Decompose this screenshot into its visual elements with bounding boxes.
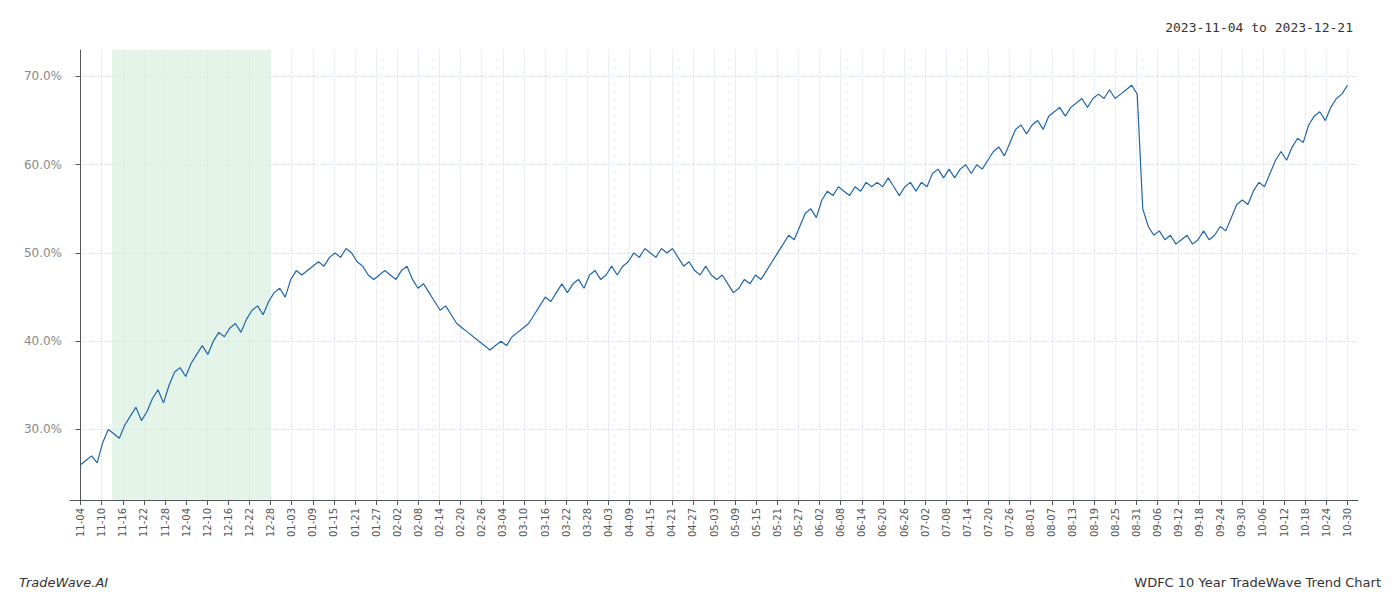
svg-text:01-15: 01-15 xyxy=(328,508,339,537)
svg-text:04-21: 04-21 xyxy=(666,508,677,537)
svg-text:11-10: 11-10 xyxy=(96,508,107,537)
svg-text:02-14: 02-14 xyxy=(434,508,445,537)
svg-text:40.0%: 40.0% xyxy=(24,334,62,348)
svg-text:09-18: 09-18 xyxy=(1194,508,1205,537)
svg-text:11-22: 11-22 xyxy=(138,508,149,537)
svg-text:12-16: 12-16 xyxy=(223,508,234,537)
svg-text:02-02: 02-02 xyxy=(392,508,403,537)
svg-text:03-16: 03-16 xyxy=(540,508,551,537)
svg-text:06-20: 06-20 xyxy=(877,508,888,537)
svg-text:05-03: 05-03 xyxy=(709,508,720,537)
svg-text:30.0%: 30.0% xyxy=(24,422,62,436)
svg-text:09-12: 09-12 xyxy=(1173,508,1184,537)
svg-text:04-09: 04-09 xyxy=(624,508,635,537)
svg-text:06-08: 06-08 xyxy=(835,508,846,537)
svg-text:10-12: 10-12 xyxy=(1279,508,1290,537)
svg-text:01-09: 01-09 xyxy=(307,508,318,537)
svg-text:08-31: 08-31 xyxy=(1131,508,1142,537)
svg-text:06-26: 06-26 xyxy=(899,508,910,537)
svg-text:07-08: 07-08 xyxy=(941,508,952,537)
svg-text:09-24: 09-24 xyxy=(1215,508,1226,537)
svg-text:01-27: 01-27 xyxy=(371,508,382,537)
svg-text:07-02: 07-02 xyxy=(920,508,931,537)
svg-text:04-27: 04-27 xyxy=(687,508,698,537)
svg-text:08-19: 08-19 xyxy=(1089,508,1100,537)
svg-text:08-13: 08-13 xyxy=(1067,508,1078,537)
svg-text:07-20: 07-20 xyxy=(983,508,994,537)
svg-text:12-28: 12-28 xyxy=(265,508,276,537)
svg-text:11-04: 11-04 xyxy=(75,508,86,537)
svg-text:WDFC 10 Year TradeWave Trend C: WDFC 10 Year TradeWave Trend Chart xyxy=(1134,575,1381,590)
svg-text:06-14: 06-14 xyxy=(856,508,867,537)
svg-text:08-25: 08-25 xyxy=(1110,508,1121,537)
svg-text:01-21: 01-21 xyxy=(350,508,361,537)
svg-text:02-08: 02-08 xyxy=(413,508,424,537)
svg-text:11-16: 11-16 xyxy=(117,508,128,537)
svg-text:12-22: 12-22 xyxy=(244,508,255,537)
svg-text:09-30: 09-30 xyxy=(1236,508,1247,537)
svg-text:05-21: 05-21 xyxy=(772,508,783,537)
svg-text:01-03: 01-03 xyxy=(286,508,297,537)
svg-text:03-04: 03-04 xyxy=(497,508,508,537)
svg-text:60.0%: 60.0% xyxy=(24,158,62,172)
svg-text:06-02: 06-02 xyxy=(814,508,825,537)
svg-text:12-04: 12-04 xyxy=(181,508,192,537)
svg-text:10-24: 10-24 xyxy=(1321,508,1332,537)
svg-text:05-09: 05-09 xyxy=(730,508,741,537)
svg-text:TradeWave.AI: TradeWave.AI xyxy=(19,575,108,590)
svg-text:05-27: 05-27 xyxy=(793,508,804,537)
svg-text:09-06: 09-06 xyxy=(1152,508,1163,537)
svg-text:03-22: 03-22 xyxy=(561,508,572,537)
svg-text:07-26: 07-26 xyxy=(1004,508,1015,537)
svg-text:50.0%: 50.0% xyxy=(24,246,62,260)
svg-text:11-28: 11-28 xyxy=(160,508,171,537)
svg-text:02-26: 02-26 xyxy=(476,508,487,537)
svg-text:2023-11-04 to 2023-12-21: 2023-11-04 to 2023-12-21 xyxy=(1165,20,1353,35)
svg-text:70.0%: 70.0% xyxy=(24,69,62,83)
svg-text:10-06: 10-06 xyxy=(1257,508,1268,537)
svg-text:05-15: 05-15 xyxy=(751,508,762,537)
svg-text:12-10: 12-10 xyxy=(202,508,213,537)
svg-text:10-30: 10-30 xyxy=(1342,508,1353,537)
svg-text:03-28: 03-28 xyxy=(582,508,593,537)
svg-text:04-03: 04-03 xyxy=(603,508,614,537)
svg-text:02-20: 02-20 xyxy=(455,508,466,537)
svg-text:08-01: 08-01 xyxy=(1025,508,1036,537)
svg-text:04-15: 04-15 xyxy=(645,508,656,537)
svg-text:08-07: 08-07 xyxy=(1046,508,1057,537)
svg-text:10-18: 10-18 xyxy=(1300,508,1311,537)
svg-text:03-10: 03-10 xyxy=(518,508,529,537)
svg-text:07-14: 07-14 xyxy=(962,508,973,537)
